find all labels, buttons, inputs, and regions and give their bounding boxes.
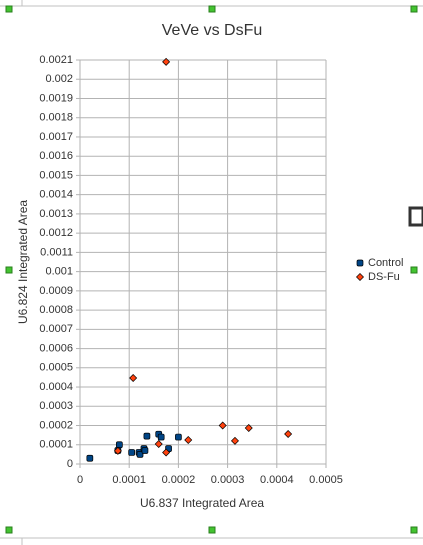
point xyxy=(218,421,227,430)
point xyxy=(143,432,151,440)
point xyxy=(157,433,165,441)
x-tick-label: 0.0005 xyxy=(309,474,343,486)
legend-marker xyxy=(356,273,364,281)
y-tick-label: 0.0003 xyxy=(39,400,73,412)
y-tick-label: 0.0021 xyxy=(39,54,73,66)
y-tick-label: 0.0005 xyxy=(39,362,73,374)
point xyxy=(141,447,149,454)
x-tick-label: 0.0001 xyxy=(112,474,146,486)
point xyxy=(113,446,122,455)
point xyxy=(184,435,193,444)
point xyxy=(162,57,171,66)
y-tick-label: 0.0012 xyxy=(39,227,73,239)
point xyxy=(284,429,293,438)
point xyxy=(86,454,94,462)
legend-label: Control xyxy=(368,257,403,269)
point xyxy=(128,449,136,456)
y-axis-title: U6.824 Integrated Area xyxy=(16,200,30,324)
y-tick-label: 0.0011 xyxy=(40,246,73,258)
y-tick-label: 0.0013 xyxy=(39,208,73,220)
point xyxy=(129,374,138,383)
y-tick-label: 0.0009 xyxy=(39,285,73,297)
point xyxy=(230,436,239,445)
y-tick-label: 0 xyxy=(67,458,73,470)
y-tick-label: 0.0007 xyxy=(39,323,73,335)
y-tick-label: 0.002 xyxy=(45,73,73,85)
selection-handles xyxy=(5,5,418,534)
y-tick-label: 0.0014 xyxy=(39,189,73,201)
y-tick-label: 0.001 xyxy=(45,266,73,278)
y-tick-label: 0.0004 xyxy=(39,381,73,393)
y-tick-label: 0.0002 xyxy=(39,419,73,431)
y-tick-label: 0.0008 xyxy=(39,304,73,316)
x-tick-label: 0.0002 xyxy=(162,474,196,486)
point xyxy=(244,424,253,433)
point xyxy=(116,441,123,449)
x-tick-label: 0.0003 xyxy=(211,474,245,486)
y-tick-label: 0.0016 xyxy=(39,150,73,162)
point xyxy=(154,439,163,448)
x-axis-title: U6.837 Integrated Area xyxy=(140,496,264,510)
y-tick-label: 0.0017 xyxy=(39,131,73,143)
point xyxy=(162,448,171,457)
y-tick-label: 0.0018 xyxy=(39,112,73,124)
y-tick-label: 0.0001 xyxy=(39,439,73,451)
y-tick-label: 0.0019 xyxy=(39,92,73,104)
y-tick-label: 0.0006 xyxy=(39,342,73,354)
y-tick-label: 0.0015 xyxy=(39,169,73,181)
point xyxy=(136,451,144,458)
chart-title: VeVe vs DsFu xyxy=(162,22,263,39)
legend-marker xyxy=(356,259,364,267)
x-tick-label: 0.0004 xyxy=(260,474,294,486)
x-tick-label: 0 xyxy=(77,474,83,486)
legend-label: DS-Fu xyxy=(368,271,400,283)
point xyxy=(175,433,182,441)
